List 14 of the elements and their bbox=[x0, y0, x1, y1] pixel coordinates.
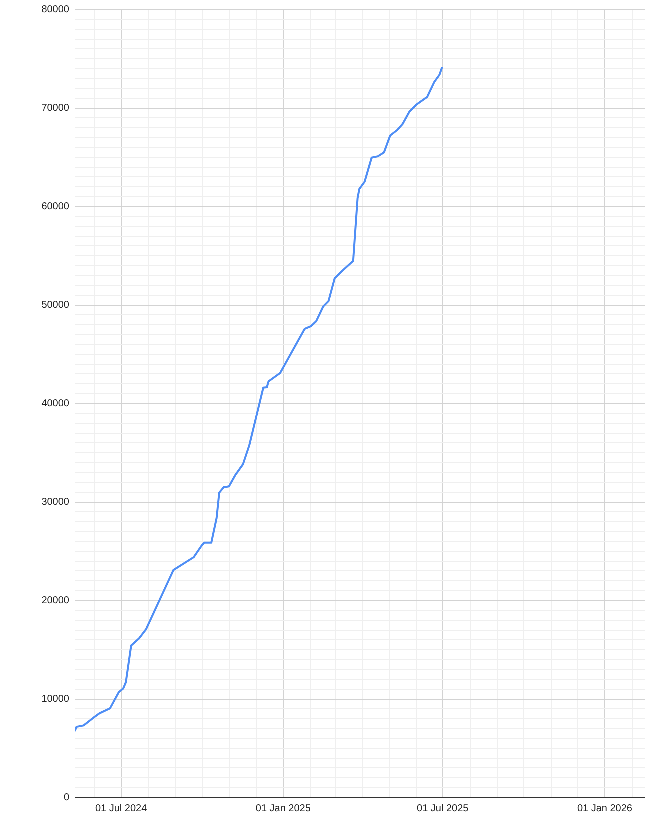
y-tick-label: 10000 bbox=[42, 694, 70, 705]
y-tick-label: 40000 bbox=[42, 398, 70, 410]
y-tick-label: 50000 bbox=[42, 300, 70, 311]
y-tick-label: 0 bbox=[64, 792, 70, 804]
y-tick-label: 70000 bbox=[42, 103, 70, 114]
x-tick-label: 01 Jan 2025 bbox=[256, 804, 312, 814]
x-tick-label: 01 Jan 2026 bbox=[577, 804, 633, 814]
y-tick-label: 30000 bbox=[42, 497, 70, 508]
y-tick-label: 60000 bbox=[42, 202, 70, 212]
y-tick-label: 80000 bbox=[42, 4, 70, 16]
line-series bbox=[75, 66, 444, 732]
y-tick-label: 20000 bbox=[42, 596, 70, 606]
x-tick-label: 01 Jul 2025 bbox=[417, 804, 470, 814]
x-tick-label: 01 Jul 2024 bbox=[95, 804, 148, 814]
